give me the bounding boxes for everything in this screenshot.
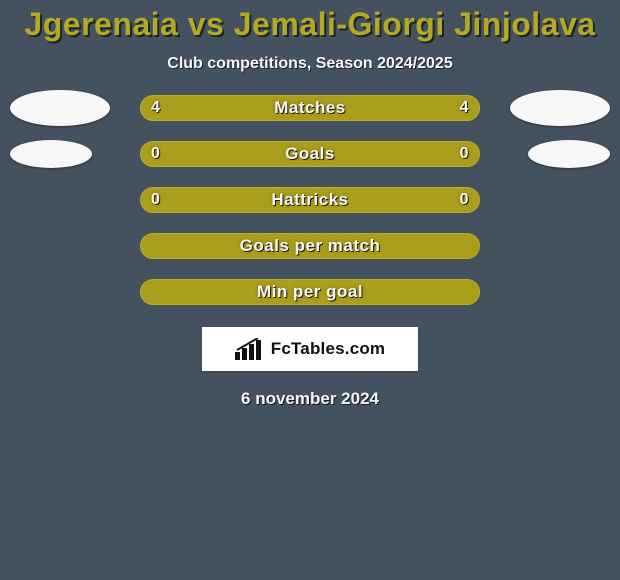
left-marker bbox=[10, 140, 92, 168]
stat-label: Goals bbox=[285, 144, 335, 164]
stat-label: Goals per match bbox=[240, 236, 381, 256]
stat-row-hattricks: 0 Hattricks 0 bbox=[0, 187, 620, 213]
right-marker bbox=[510, 90, 610, 126]
footer-date: 6 november 2024 bbox=[0, 389, 620, 409]
stat-row-goals-per-match: Goals per match bbox=[0, 233, 620, 259]
brand-text: FcTables.com bbox=[271, 339, 386, 359]
stat-value-left: 4 bbox=[151, 99, 160, 117]
stat-value-left: 0 bbox=[151, 145, 160, 163]
stat-value-right: 4 bbox=[460, 99, 469, 117]
stat-value-left: 0 bbox=[151, 191, 160, 209]
stat-bar: 0 Hattricks 0 bbox=[140, 187, 480, 213]
stat-label: Min per goal bbox=[257, 282, 363, 302]
stat-value-right: 0 bbox=[460, 191, 469, 209]
brand-chart-icon bbox=[235, 338, 265, 360]
stat-row-min-per-goal: Min per goal bbox=[0, 279, 620, 305]
stat-bar: 0 Goals 0 bbox=[140, 141, 480, 167]
stat-row-matches: 4 Matches 4 bbox=[0, 95, 620, 121]
stat-value-right: 0 bbox=[460, 145, 469, 163]
left-marker bbox=[10, 90, 110, 126]
page-subtitle: Club competitions, Season 2024/2025 bbox=[0, 55, 620, 73]
page-title: Jgerenaia vs Jemali-Giorgi Jinjolava bbox=[0, 6, 620, 43]
stat-label: Matches bbox=[274, 98, 346, 118]
stat-label: Hattricks bbox=[271, 190, 348, 210]
brand-badge: FcTables.com bbox=[202, 327, 418, 371]
stat-row-goals: 0 Goals 0 bbox=[0, 141, 620, 167]
stat-bar: 4 Matches 4 bbox=[140, 95, 480, 121]
right-marker bbox=[528, 140, 610, 168]
stat-bar: Min per goal bbox=[140, 279, 480, 305]
stats-card: Jgerenaia vs Jemali-Giorgi Jinjolava Clu… bbox=[0, 0, 620, 580]
stat-rows: 4 Matches 4 0 Goals 0 0 Hattricks 0 bbox=[0, 95, 620, 305]
stat-bar: Goals per match bbox=[140, 233, 480, 259]
